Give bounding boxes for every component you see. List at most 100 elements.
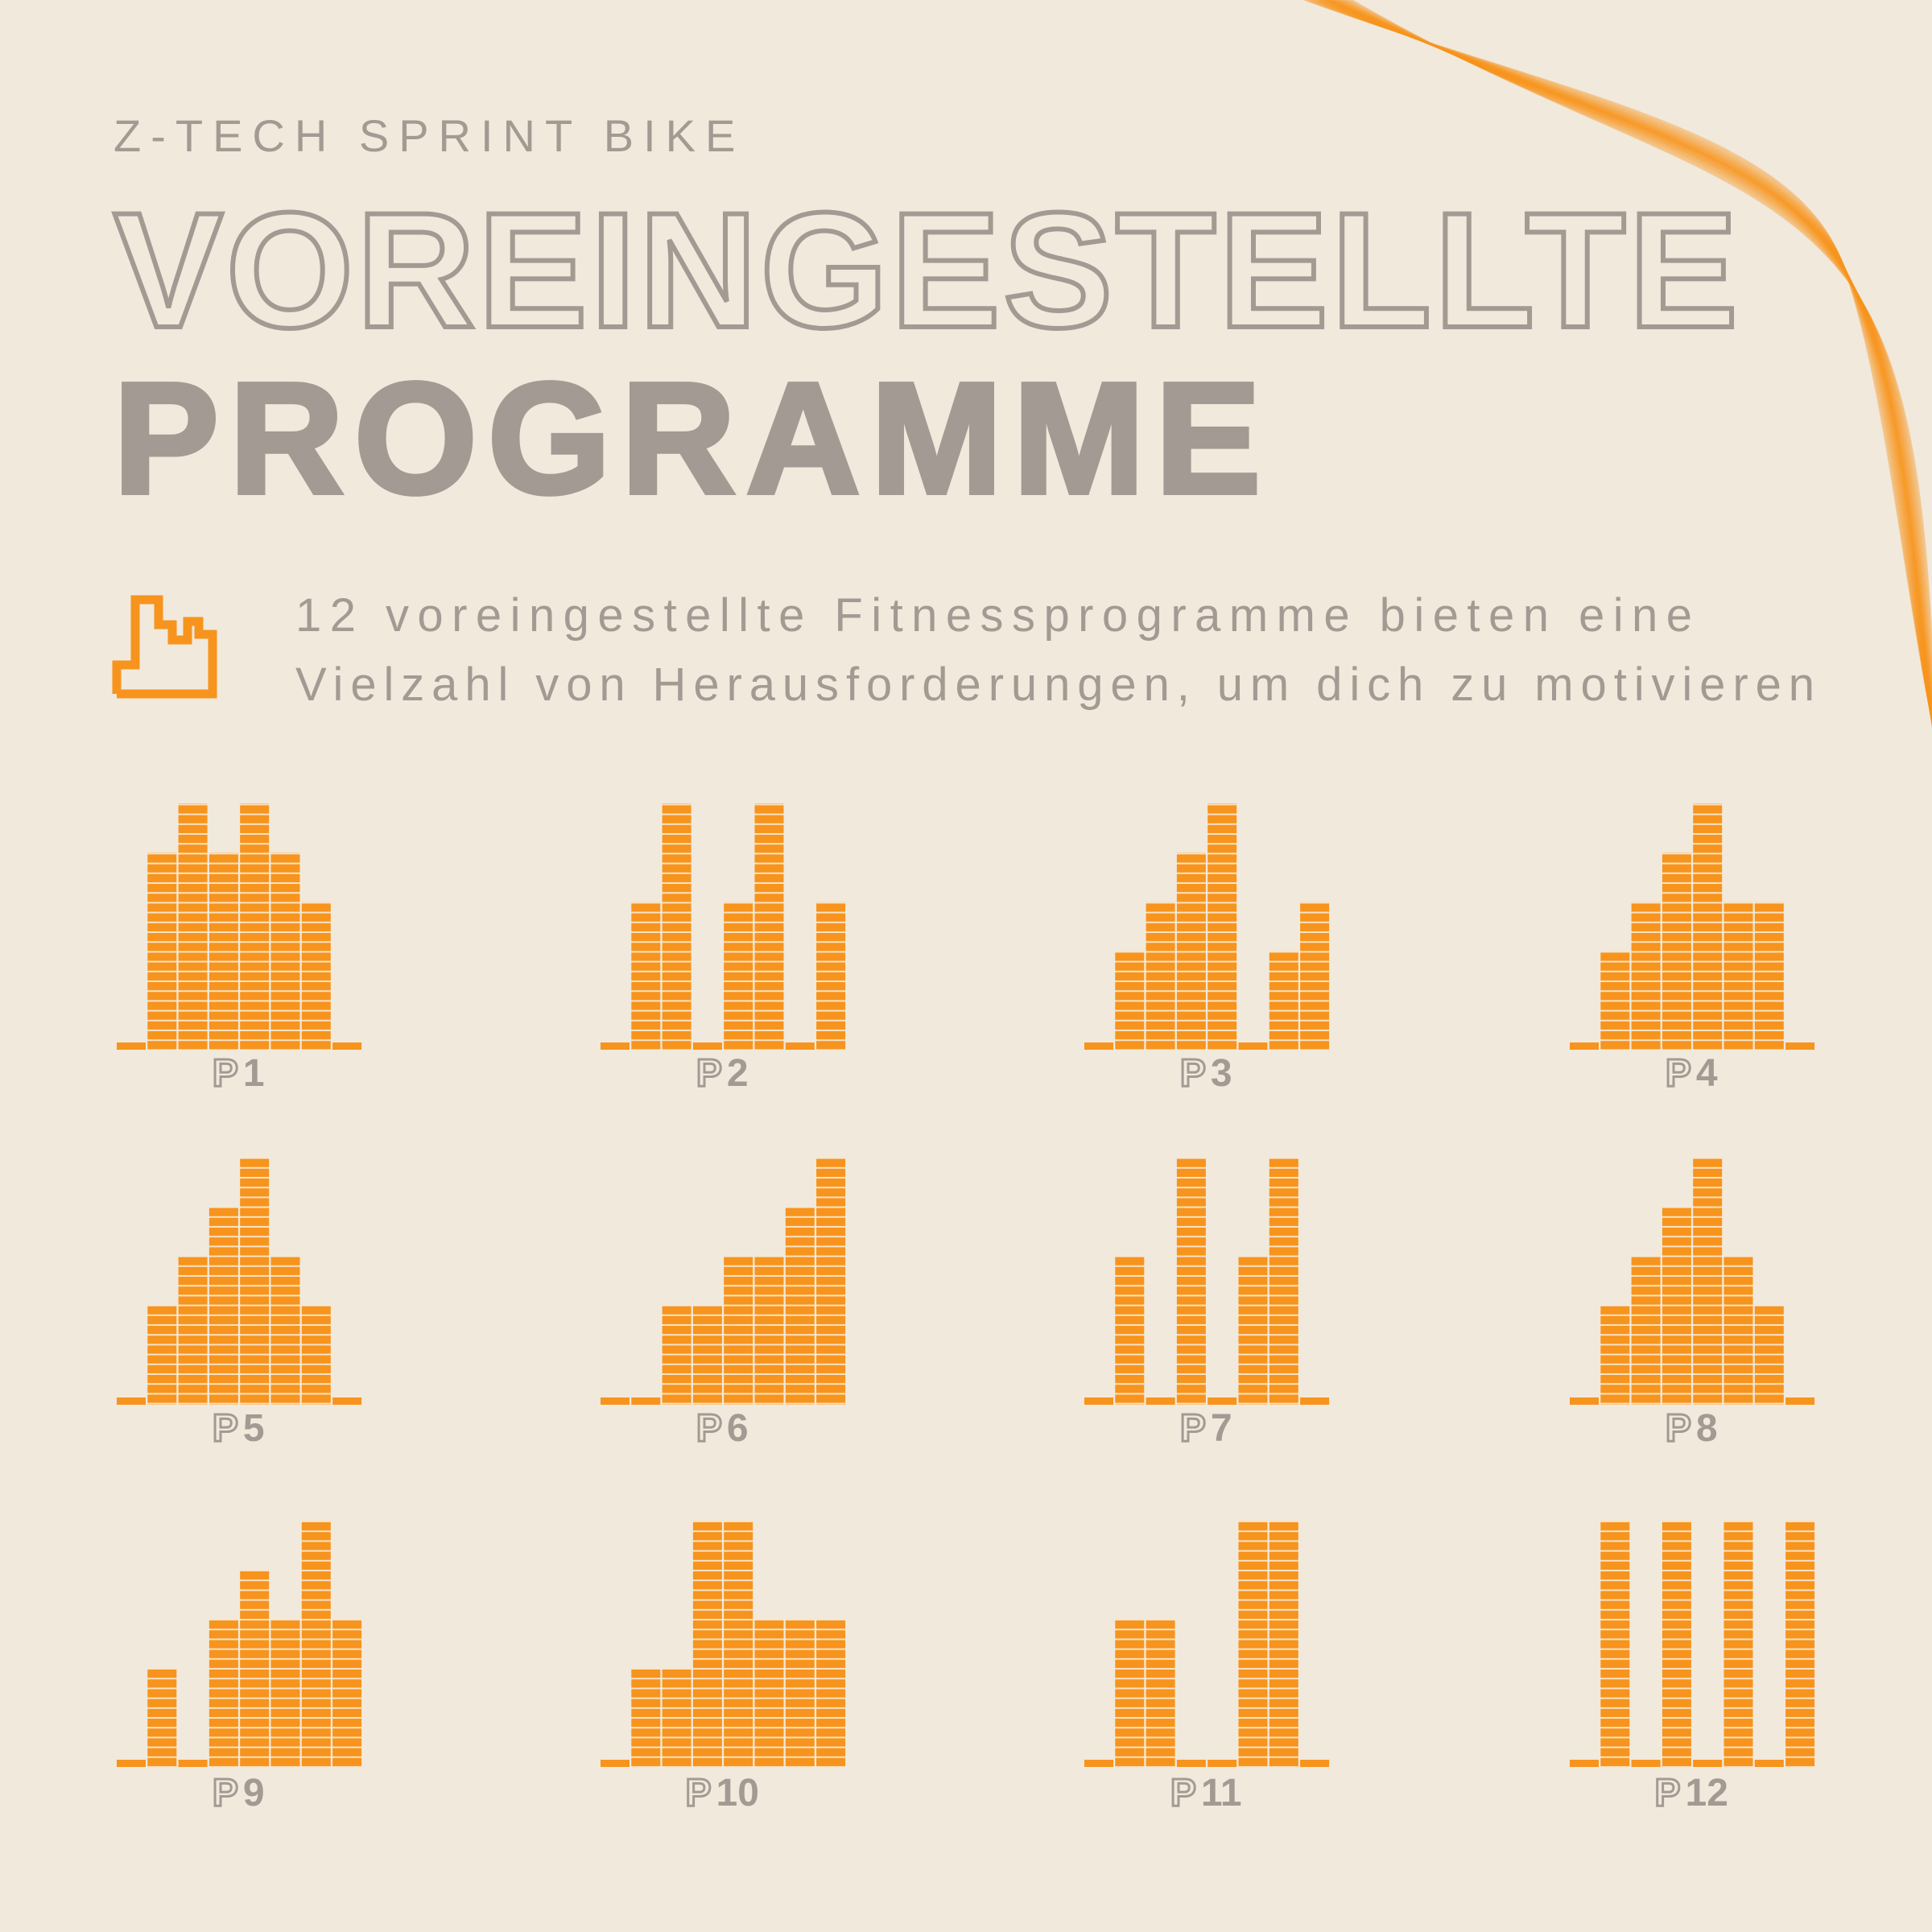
- level-bar: [1176, 852, 1206, 1050]
- title-outline: VOREINGESTELLTE: [114, 179, 1738, 362]
- level-bar: [1785, 1521, 1815, 1767]
- program-prefix: P: [213, 1772, 238, 1814]
- level-bar: [754, 1619, 784, 1767]
- level-bar: [1754, 1306, 1784, 1405]
- level-bar: [601, 1760, 630, 1767]
- program-prefix: P: [1654, 1772, 1680, 1814]
- program-number: 1: [243, 1052, 265, 1095]
- level-bar: [1754, 1760, 1784, 1767]
- level-bar: [1115, 951, 1145, 1050]
- program-prefix: P: [213, 1407, 238, 1450]
- level-bar: [724, 902, 753, 1050]
- level-bar: [1146, 1397, 1175, 1405]
- level-bar: [270, 852, 300, 1050]
- level-bar: [1300, 902, 1330, 1050]
- description-line: 12 voreingestellte Fitnessprogramme biet…: [295, 589, 1692, 642]
- level-bar: [724, 1521, 753, 1767]
- level-bar: [1208, 803, 1237, 1050]
- level-bar: [301, 1521, 331, 1767]
- title: PROGRAMME: [114, 350, 1261, 526]
- level-bar: [240, 1570, 270, 1767]
- level-bar: [816, 1158, 846, 1405]
- program-label: P 11: [1170, 1772, 1242, 1814]
- level-bar: [178, 1760, 208, 1767]
- level-bar: [178, 1257, 208, 1405]
- level-bar: [301, 1306, 331, 1405]
- level-bar: [1146, 1619, 1175, 1767]
- level-bar: [631, 1397, 661, 1405]
- level-bar: [240, 1158, 270, 1405]
- level-bar: [1693, 803, 1723, 1050]
- subtitle: Z-TECH SPRINT BIKE: [114, 110, 745, 161]
- level-bar: [1600, 1521, 1630, 1767]
- level-bar: [662, 803, 691, 1050]
- level-bar: [1238, 1042, 1268, 1050]
- level-bar: [816, 902, 846, 1050]
- program-number: 6: [727, 1407, 749, 1450]
- level-bar: [178, 803, 208, 1050]
- program-number: 10: [716, 1772, 759, 1814]
- program-prefix: P: [696, 1052, 722, 1095]
- level-bar: [1115, 1619, 1145, 1767]
- program-prefix: P: [1666, 1407, 1691, 1450]
- program-prefix: P: [213, 1052, 238, 1095]
- level-bar: [1662, 1521, 1691, 1767]
- program-label: P 10: [685, 1772, 758, 1814]
- level-bar: [1300, 1760, 1330, 1767]
- level-bar: [208, 1619, 238, 1767]
- level-bar: [692, 1521, 722, 1767]
- wave-line: [1348, 0, 1932, 674]
- level-bar: [1785, 1397, 1815, 1405]
- level-bar: [1693, 1158, 1723, 1405]
- wave-line: [1344, 0, 1932, 691]
- level-bar: [1084, 1397, 1113, 1405]
- level-bar: [270, 1619, 300, 1767]
- program-label: P 12: [1654, 1772, 1728, 1814]
- level-bar: [1269, 1158, 1298, 1405]
- level-bar: [1269, 951, 1298, 1050]
- program-prefix: P: [696, 1407, 722, 1450]
- level-bar: [270, 1257, 300, 1405]
- level-bar: [1693, 1760, 1723, 1767]
- level-bar: [1146, 902, 1175, 1050]
- level-bar: [601, 1397, 630, 1405]
- level-bar: [1238, 1257, 1268, 1405]
- level-bar: [208, 1208, 238, 1405]
- level-bar: [754, 1257, 784, 1405]
- level-bar: [301, 902, 331, 1050]
- level-bar: [1570, 1042, 1599, 1050]
- program-number: 5: [243, 1407, 265, 1450]
- wave-line: [1352, 0, 1932, 649]
- level-bar: [1084, 1042, 1113, 1050]
- level-bar: [631, 902, 661, 1050]
- level-bar: [1631, 902, 1661, 1050]
- program-prefix: P: [685, 1772, 711, 1814]
- program-prefix: P: [1180, 1407, 1206, 1450]
- level-bar: [147, 852, 177, 1050]
- level-bar: [117, 1042, 146, 1050]
- level-bar: [631, 1668, 661, 1767]
- level-bar: [662, 1668, 691, 1767]
- level-bar: [1662, 1208, 1691, 1405]
- level-bar: [1754, 902, 1784, 1050]
- level-bar: [1631, 1257, 1661, 1405]
- program-number: 11: [1201, 1772, 1242, 1814]
- program-number: 2: [727, 1052, 749, 1095]
- program-number: 7: [1211, 1407, 1232, 1450]
- program-grid: P 1 P 2 P 3 P 4P 5 P 6 P 7 P 8P 9 P 10 P 11 P 12: [117, 803, 1815, 1816]
- level-bar: [332, 1397, 362, 1405]
- level-bar: [1631, 1760, 1661, 1767]
- program-prefix: P: [1170, 1772, 1196, 1814]
- level-bar: [785, 1619, 815, 1767]
- level-bar: [1662, 852, 1691, 1050]
- program-icon: [112, 595, 217, 699]
